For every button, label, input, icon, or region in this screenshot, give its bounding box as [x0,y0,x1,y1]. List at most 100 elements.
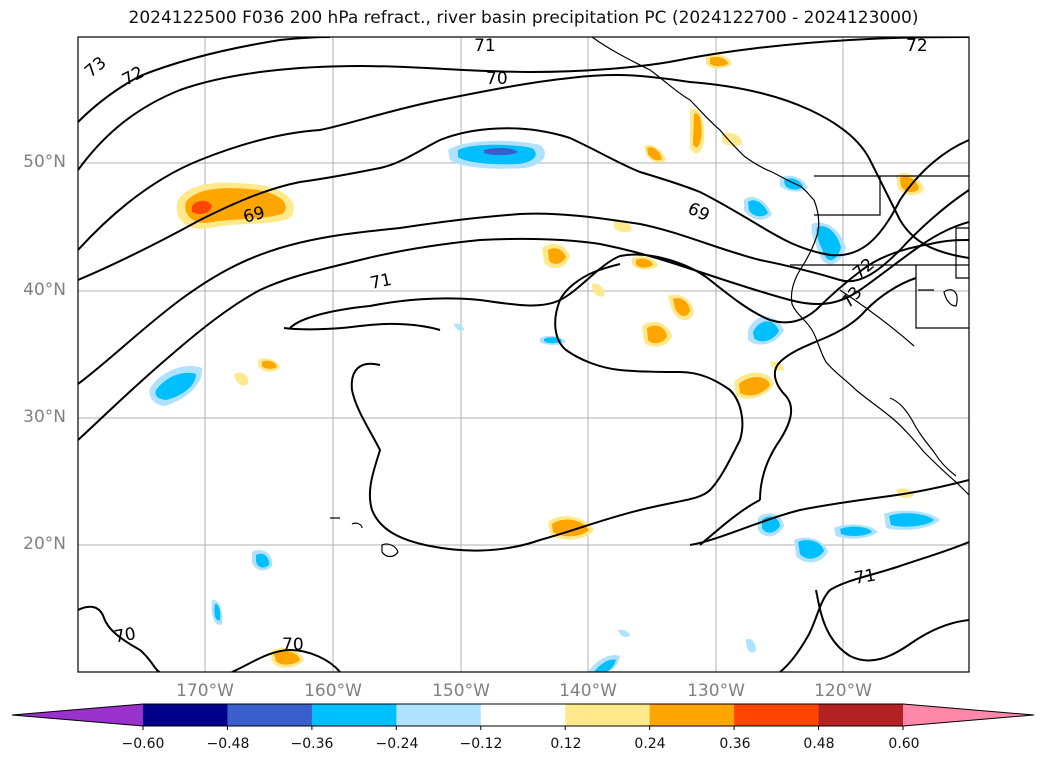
lon-label: 130°W [687,681,745,701]
lat-label: 20°N [23,534,66,554]
refractivity-contours [78,37,969,672]
colorbar-tick-label: 0.24 [634,736,666,752]
colorbar-segment [818,704,904,726]
patch-negative [753,321,779,342]
colorbar-extend-low [12,704,143,726]
contour-line [78,37,969,171]
patch-positive [647,147,662,161]
patch-negative [214,603,221,621]
contour-line [699,499,761,546]
state-border [814,176,881,216]
patch-positive [614,220,632,233]
contour-line [289,239,969,329]
colorbar-tick-label: −0.24 [375,736,419,752]
contour-line [78,127,969,281]
patch-positive [548,248,566,264]
hawaii-island [381,543,399,558]
colorbar-segment [396,704,482,726]
patch-negative [454,323,464,331]
colorbar-tick-label: −0.60 [121,736,165,752]
patch-positive [673,298,690,317]
colorbar-segment [480,704,566,726]
state-border [915,265,969,329]
contour-label: 72 [906,36,928,56]
patch-positive [710,56,728,67]
patch-positive [192,200,212,214]
patch-negative [594,659,616,672]
patch-negative [256,553,270,568]
contour-label: 70 [282,635,304,655]
contour-label: 70 [486,69,508,89]
lat-label: 40°N [23,280,66,300]
contour-line [779,541,969,672]
lon-label: 160°W [304,681,362,701]
patch-negative [889,513,934,527]
patch-positive [552,519,589,537]
lon-label: 140°W [559,681,617,701]
lon-label: 120°W [814,681,872,701]
colorbar-segment [227,704,313,726]
colorbar-extend-high [903,704,1034,726]
patch-positive [274,651,300,665]
island [943,289,958,307]
colorbar-segment [565,704,651,726]
contour-line [759,277,917,501]
patch-positive [636,258,653,268]
lat-label: 30°N [23,407,66,427]
contour-line [78,605,161,672]
map-title: 2024122500 F036 200 hPa refract., river … [128,8,919,28]
patch-positive [592,283,605,297]
contour-line [283,322,441,331]
lon-label: 150°W [432,681,490,701]
bc-coast [790,199,969,496]
patch-positive [722,132,742,147]
patch-positive [693,113,702,148]
contour-line [78,189,969,385]
colorbar-tick-label: 0.60 [888,736,920,752]
colorbar-tick-label: −0.12 [459,736,503,752]
patch-negative [155,372,196,400]
colorbar-segment [734,704,820,726]
baja-coast [889,397,957,477]
contour-line [78,74,969,259]
contour-label: 71 [853,565,878,588]
colorbar [11,703,1035,730]
alaska-coast [591,37,815,201]
lat-label: 50°N [23,152,66,172]
hawaii-island [351,522,363,529]
colorbar-segment [143,704,228,726]
patch-negative [618,629,630,637]
patch-negative [484,147,518,156]
contour-line [689,479,969,546]
contour-label: 70 [113,624,138,647]
patch-positive [234,372,249,386]
colorbar-segment [311,704,397,726]
map-border [77,36,970,673]
contour-line [78,37,331,123]
colorbar-tick-label: 0.36 [719,736,751,752]
contour-label: 71 [368,270,393,294]
patch-negative [840,526,872,537]
contour-line [78,221,969,441]
patch-positive [739,376,770,396]
colorbar-tick-label: 0.12 [550,736,582,752]
patch-negative [748,200,768,217]
colorbar-segment [649,704,735,726]
patch-positive [262,360,277,369]
patch-negative [816,226,841,261]
contour-label: 71 [474,36,496,56]
contour-line [350,263,744,552]
contour-line [231,648,341,672]
patch-negative [746,638,756,653]
colorbar-tick-label: 0.48 [803,736,835,752]
contour-line [815,589,969,662]
lon-label: 170°W [176,681,234,701]
island [955,227,969,279]
colorbar-tick-label: −0.36 [290,736,334,752]
map-panel [78,37,969,672]
patch-negative [798,540,824,559]
colorbar-tick-label: −0.48 [206,736,250,752]
precip-patches [149,54,940,672]
patch-positive [647,325,667,344]
